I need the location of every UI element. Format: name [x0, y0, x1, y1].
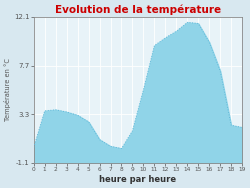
Title: Evolution de la température: Evolution de la température	[55, 4, 221, 15]
Y-axis label: Température en °C: Température en °C	[4, 58, 11, 121]
X-axis label: heure par heure: heure par heure	[100, 175, 176, 184]
